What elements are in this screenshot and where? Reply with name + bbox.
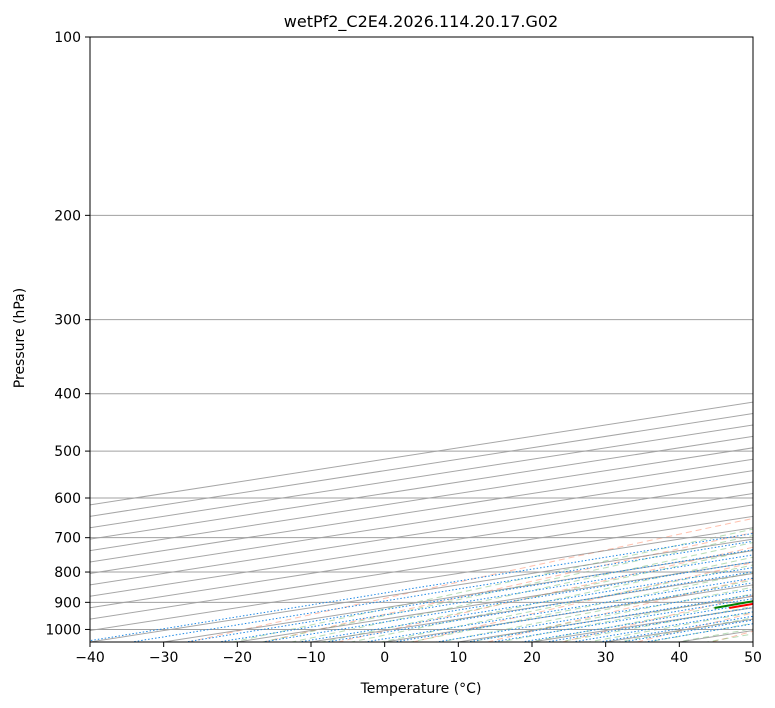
moist-adiabat-line — [378, 564, 753, 642]
mixing-ratio-line — [464, 594, 753, 642]
y-tick-label: 700 — [54, 531, 81, 547]
y-tick-label: 1000 — [45, 622, 81, 638]
mixing-ratio-line — [128, 540, 753, 642]
isotherm-line — [90, 504, 753, 609]
isotherm-line — [90, 447, 753, 552]
isotherm-line — [90, 515, 753, 620]
moist-adiabat-line — [319, 549, 753, 642]
isotherms — [90, 401, 753, 642]
x-tick-label: 10 — [449, 650, 467, 666]
y-axis-ticks: 100 200 300 400 500 600 700 800 900 1000 — [45, 30, 90, 638]
x-tick-label: −20 — [223, 650, 253, 666]
x-tick-label: −10 — [296, 650, 326, 666]
y-tick-label: 100 — [54, 30, 81, 46]
y-tick-label: 300 — [54, 313, 81, 329]
mixing-ratio-line — [543, 606, 753, 642]
isotherm-line — [90, 538, 753, 642]
x-axis-label: Temperature (°C) — [360, 681, 482, 697]
x-tick-label: 50 — [744, 650, 762, 666]
isotherm-line — [90, 492, 753, 597]
isotherm-line — [90, 470, 753, 574]
x-tick-label: 40 — [670, 650, 688, 666]
x-tick-label: −30 — [149, 650, 179, 666]
y-tick-label: 800 — [54, 565, 81, 581]
x-tick-label: −40 — [75, 650, 105, 666]
isotherm-line — [90, 458, 753, 563]
mixing-ratio-lines — [90, 532, 753, 642]
x-tick-label: 20 — [523, 650, 541, 666]
chart-title: wetPf2_C2E4.2026.114.20.17.G02 — [284, 12, 558, 32]
moist-adiabat-line — [408, 572, 753, 642]
y-axis-label: Pressure (hPa) — [12, 288, 28, 388]
pressure-gridlines — [90, 37, 753, 630]
moist-adiabat-line — [259, 535, 753, 642]
mixing-ratio-line — [489, 598, 753, 642]
x-tick-label: 30 — [597, 650, 615, 666]
plot-frame — [89, 36, 754, 643]
y-tick-label: 900 — [54, 595, 81, 611]
x-tick-label: 0 — [380, 650, 389, 666]
isotherm-line — [90, 527, 753, 632]
y-tick-label: 500 — [54, 444, 81, 460]
mixing-ratio-line — [519, 602, 753, 642]
mixing-ratio-line — [182, 549, 753, 642]
mixing-ratio-line — [90, 532, 753, 642]
y-tick-label: 200 — [54, 208, 81, 224]
y-tick-label: 600 — [54, 491, 81, 507]
mixing-ratio-line — [569, 611, 753, 642]
x-axis-ticks: −40 −30 −20 −10 0 10 20 30 40 50 — [75, 642, 762, 666]
isotherm-line — [90, 481, 753, 586]
plot-area: 0.10.20.40.611.52346810131620253036−100−… — [90, 37, 753, 642]
mixing-ratio-line — [215, 554, 753, 642]
y-tick-label: 400 — [54, 387, 81, 403]
